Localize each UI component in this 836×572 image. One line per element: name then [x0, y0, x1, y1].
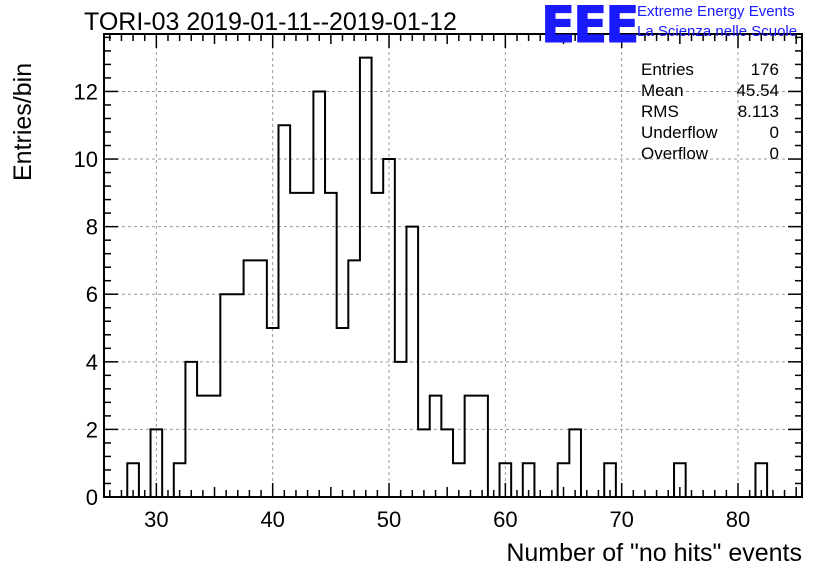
stat-value: 0 — [769, 123, 779, 142]
histogram-bin — [325, 193, 337, 497]
y-tick-label: 6 — [86, 282, 98, 307]
stat-label: RMS — [641, 102, 679, 121]
histogram-bin — [220, 294, 232, 497]
stat-value: 8.113 — [737, 102, 779, 121]
histogram-bin — [337, 328, 349, 497]
y-axis-label: Entries/bin — [9, 62, 37, 181]
histogram-bin — [255, 260, 267, 497]
x-tick-label: 30 — [144, 507, 168, 532]
y-tick-label: 12 — [74, 79, 98, 104]
histogram-bin — [430, 396, 442, 497]
histogram-bin — [465, 396, 477, 497]
y-tick-label: 8 — [86, 215, 98, 240]
x-tick-label: 50 — [377, 507, 401, 532]
chart-title: TORI-03 2019-01-11--2019-01-12 — [84, 8, 457, 36]
histogram-bin — [441, 429, 453, 497]
stat-value: 0 — [769, 144, 779, 163]
stat-row-rms: RMS 8.113 — [641, 101, 779, 122]
stat-value: 45.54 — [736, 81, 779, 100]
stat-value: 176 — [750, 60, 779, 79]
stat-row-underflow: Underflow 0 — [641, 122, 779, 143]
stat-label: Mean — [641, 81, 684, 100]
histogram-bin — [418, 429, 430, 497]
logo-line-2: La Scienza nelle Scuole — [637, 23, 798, 40]
histogram-bin — [569, 429, 581, 497]
stats-box: Entries 176 Mean 45.54 RMS 8.113 Underfl… — [641, 59, 779, 164]
x-tick-label: 40 — [260, 507, 284, 532]
histogram-bin — [476, 396, 488, 497]
histogram-bin — [197, 396, 209, 497]
histogram-bin — [348, 260, 360, 497]
logo-line-1: Extreme Energy Events — [637, 3, 795, 20]
stat-row-mean: Mean 45.54 — [641, 80, 779, 101]
x-tick-label: 80 — [726, 507, 750, 532]
logo-caption: Extreme Energy Events La Scienza nelle S… — [637, 2, 797, 42]
stat-label: Overflow — [641, 144, 709, 163]
y-tick-label: 4 — [86, 350, 98, 375]
stat-row-overflow: Overflow 0 — [641, 143, 779, 164]
histogram-bin — [279, 125, 291, 497]
eee-logo: EEE — [540, 0, 639, 54]
stat-label: Entries — [641, 60, 694, 79]
stat-row-entries: Entries 176 — [641, 59, 779, 80]
histogram-bin — [290, 193, 302, 497]
x-axis-label: Number of "no hits" events — [506, 539, 802, 567]
histogram-bin — [232, 294, 244, 497]
plot-frame — [103, 33, 803, 498]
y-tick-label: 0 — [86, 485, 98, 510]
x-tick-label: 70 — [609, 507, 633, 532]
histogram-bin — [209, 396, 221, 497]
stat-label: Underflow — [641, 123, 718, 142]
y-tick-label: 10 — [74, 147, 98, 172]
histogram-bin — [372, 193, 384, 497]
y-tick-label: 2 — [86, 417, 98, 442]
histogram-bin — [360, 58, 372, 497]
x-tick-label: 60 — [493, 507, 517, 532]
histogram-bin — [302, 193, 314, 497]
histogram-bin — [244, 260, 256, 497]
